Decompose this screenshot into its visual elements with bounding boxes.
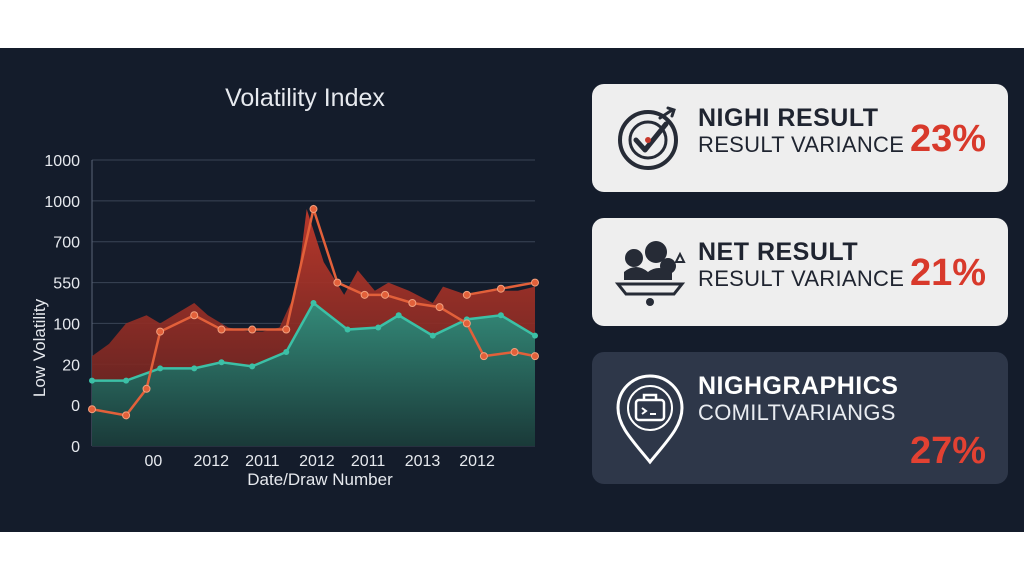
data-point-orange	[408, 299, 417, 307]
result-card-nighgraphics[interactable]: NIGHGRAPHICS COMILTVARIANGS 27%	[592, 352, 1008, 484]
chart-title: Volatility Index	[225, 84, 385, 112]
card-title: NIGHI RESULT	[698, 104, 879, 132]
data-point-teal	[89, 377, 95, 384]
data-point-orange	[381, 290, 390, 299]
data-point-orange	[462, 319, 471, 328]
x-tick-label: 2012	[193, 453, 229, 470]
card-subtitle: COMILTVARIANGS	[698, 400, 896, 425]
data-point-orange	[190, 311, 199, 320]
y-tick-label: 100	[53, 316, 80, 333]
data-point-teal	[123, 377, 130, 384]
data-point-orange	[333, 278, 342, 287]
data-point-orange	[360, 290, 369, 299]
data-point-teal	[157, 365, 164, 372]
dashboard-panel: 0 0 20 100 550 700 1000 1000 00 2012 2011 2012 2011 2…	[0, 48, 1024, 532]
data-point-teal	[283, 349, 290, 356]
y-tick-label: 700	[53, 235, 80, 252]
data-point-teal	[310, 300, 317, 306]
y-tick-label: 0	[71, 439, 80, 456]
target-check-icon	[618, 106, 678, 170]
chart-markers	[88, 205, 539, 420]
x-tick-label: 2011	[351, 453, 386, 470]
pin-briefcase-icon	[616, 374, 684, 465]
data-point-orange	[435, 303, 444, 312]
y-axis-title: Low Volatility	[30, 298, 49, 398]
y-tick-label: 20	[62, 357, 80, 374]
data-point-teal	[375, 324, 382, 331]
y-tick-label: 1000	[44, 194, 80, 211]
group-tray-icon	[614, 241, 686, 306]
data-point-orange	[531, 352, 539, 361]
result-card-nighi[interactable]: NIGHI RESULT RESULT VARIANCE 23%	[592, 84, 1008, 192]
data-point-orange	[309, 205, 318, 214]
data-point-teal	[532, 332, 538, 339]
data-point-teal	[497, 312, 504, 319]
card-percent: 27%	[909, 430, 986, 472]
data-point-orange	[496, 284, 505, 293]
result-card-net[interactable]: NET RESULT RESULT VARIANCE 21%	[592, 218, 1008, 326]
data-point-orange	[156, 327, 165, 336]
card-subtitle: RESULT VARIANCE	[698, 266, 905, 291]
chart-areas	[92, 209, 535, 446]
data-point-teal	[191, 365, 198, 372]
data-point-orange	[88, 405, 96, 414]
card-percent: 23%	[909, 118, 986, 160]
card-percent: 21%	[909, 252, 986, 294]
y-tick-label: 1000	[44, 153, 80, 170]
data-point-teal	[218, 359, 225, 366]
series-line-orange	[91, 204, 536, 417]
data-point-orange	[531, 278, 539, 287]
area-teal-area	[92, 303, 535, 446]
data-point-teal	[249, 363, 256, 370]
x-tick-label: 2012	[459, 453, 495, 470]
data-point-orange	[282, 325, 291, 334]
x-tick-label: 2011	[245, 453, 280, 470]
x-tick-label: 2012	[299, 453, 335, 470]
card-subtitle: RESULT VARIANCE	[698, 132, 905, 157]
card-title: NET RESULT	[698, 238, 859, 266]
data-point-orange	[217, 325, 226, 334]
data-point-orange	[510, 348, 519, 357]
data-point-teal	[344, 326, 351, 333]
x-tick-label: 2013	[405, 453, 441, 470]
y-tick-label: 550	[53, 276, 80, 293]
data-point-orange	[248, 325, 257, 334]
data-point-orange	[462, 290, 471, 299]
data-point-orange	[479, 352, 488, 361]
data-point-orange	[142, 384, 151, 393]
data-point-orange	[122, 411, 131, 420]
card-title: NIGHGRAPHICS	[698, 372, 899, 400]
y-tick-label: 0	[71, 398, 80, 415]
data-point-teal	[429, 332, 436, 339]
data-point-teal	[395, 312, 402, 319]
x-axis-title: Date/Draw Number	[247, 470, 393, 489]
x-tick-label: 00	[144, 453, 162, 470]
